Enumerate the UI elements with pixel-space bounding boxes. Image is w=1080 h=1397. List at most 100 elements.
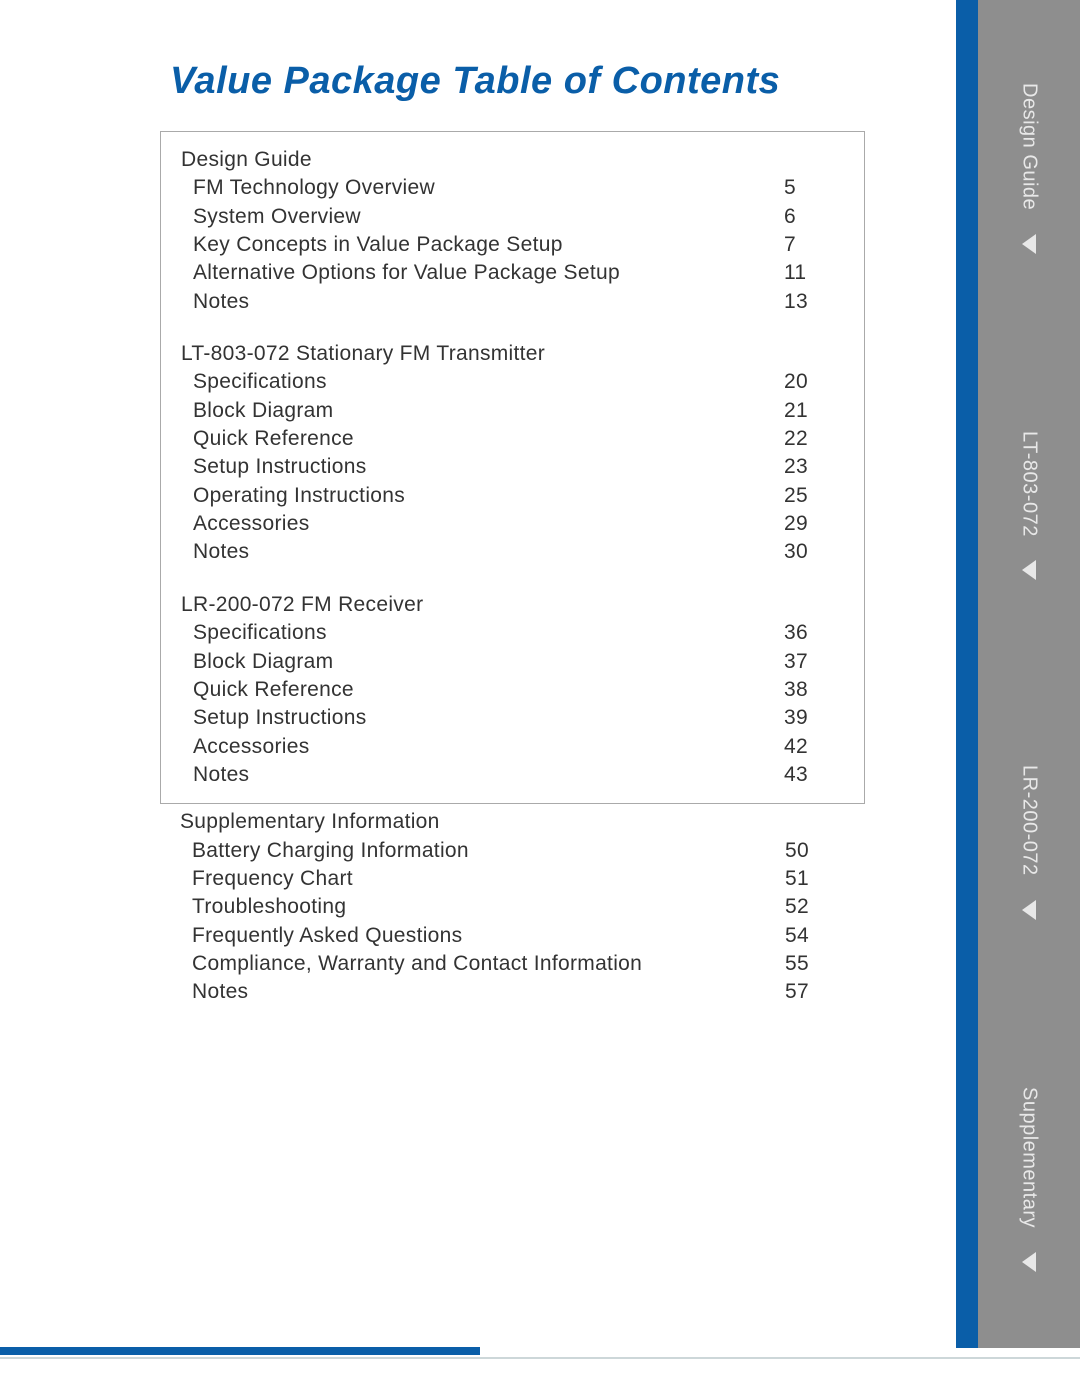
toc-item-page: 52 xyxy=(785,893,833,921)
content-area: Value Package Table of Contents Design G… xyxy=(0,0,955,1348)
toc-item-label: Quick Reference xyxy=(193,425,784,453)
toc-section-heading: Supplementary Information xyxy=(180,808,833,836)
supplementary-block: Supplementary InformationBattery Chargin… xyxy=(160,804,865,1006)
toc-item-label: Troubleshooting xyxy=(192,893,785,921)
toc-item-page: 37 xyxy=(784,648,832,676)
toc-section: LT-803-072 Stationary FM TransmitterSpec… xyxy=(181,340,832,567)
toc-row: Setup Instructions39 xyxy=(181,704,832,732)
toc-item-label: Specifications xyxy=(193,619,784,647)
toc-item-page: 55 xyxy=(785,950,833,978)
toc-item-page: 7 xyxy=(784,231,832,259)
toc-section: Design GuideFM Technology Overview5Syste… xyxy=(181,146,832,316)
side-tab-label: Design Guide xyxy=(1018,83,1041,210)
side-tab-label: LT-803-072 xyxy=(1018,431,1041,537)
toc-row: Notes43 xyxy=(181,761,832,789)
toc-row: Quick Reference38 xyxy=(181,676,832,704)
toc-item-page: 43 xyxy=(784,761,832,789)
toc-row: Frequency Chart51 xyxy=(180,865,833,893)
toc-item-page: 38 xyxy=(784,676,832,704)
toc-item-label: Frequently Asked Questions xyxy=(192,922,785,950)
toc-item-page: 42 xyxy=(784,733,832,761)
footer-accent-bar xyxy=(0,1347,480,1355)
toc-item-label: Operating Instructions xyxy=(193,482,784,510)
toc-row: Accessories29 xyxy=(181,510,832,538)
page-title: Value Package Table of Contents xyxy=(170,60,865,103)
page: Value Package Table of Contents Design G… xyxy=(0,0,1080,1397)
toc-row: Specifications20 xyxy=(181,368,832,396)
toc-row: Accessories42 xyxy=(181,733,832,761)
toc-item-page: 36 xyxy=(784,619,832,647)
toc-row: Notes30 xyxy=(181,538,832,566)
toc-row: Compliance, Warranty and Contact Informa… xyxy=(180,950,833,978)
toc-row: Setup Instructions23 xyxy=(181,453,832,481)
toc-item-label: Frequency Chart xyxy=(192,865,785,893)
toc-item-label: Battery Charging Information xyxy=(192,837,785,865)
toc-item-page: 54 xyxy=(785,922,833,950)
toc-item-page: 30 xyxy=(784,538,832,566)
toc-item-page: 23 xyxy=(784,453,832,481)
toc-row: Operating Instructions25 xyxy=(181,482,832,510)
toc-section-heading: Design Guide xyxy=(181,146,832,174)
toc-item-page: 39 xyxy=(784,704,832,732)
side-tab-label: Supplementary xyxy=(1018,1087,1041,1228)
toc-item-label: Notes xyxy=(193,538,784,566)
toc-item-page: 29 xyxy=(784,510,832,538)
toc-section-heading: LR-200-072 FM Receiver xyxy=(181,591,832,619)
toc-row: Block Diagram21 xyxy=(181,397,832,425)
toc-item-page: 13 xyxy=(784,288,832,316)
toc-item-label: Block Diagram xyxy=(193,397,784,425)
toc-item-label: Notes xyxy=(193,288,784,316)
toc-box: Design GuideFM Technology Overview5Syste… xyxy=(160,131,865,804)
toc-item-label: Setup Instructions xyxy=(193,704,784,732)
toc-row: System Overview6 xyxy=(181,203,832,231)
toc-item-page: 11 xyxy=(784,259,832,287)
side-tab-label: LR-200-072 xyxy=(1018,765,1041,876)
toc-item-label: Accessories xyxy=(193,510,784,538)
toc-item-page: 51 xyxy=(785,865,833,893)
toc-item-label: Alternative Options for Value Package Se… xyxy=(193,259,784,287)
toc-item-page: 22 xyxy=(784,425,832,453)
toc-item-label: Setup Instructions xyxy=(193,453,784,481)
toc-row: Battery Charging Information50 xyxy=(180,837,833,865)
vertical-rule xyxy=(956,0,967,1348)
arrow-left-icon xyxy=(1022,560,1036,580)
toc-item-label: System Overview xyxy=(193,203,784,231)
footer-divider xyxy=(0,1357,1080,1359)
toc-section-heading: LT-803-072 Stationary FM Transmitter xyxy=(181,340,832,368)
side-tab[interactable]: Supplementary xyxy=(967,1011,1080,1348)
toc-row: Frequently Asked Questions54 xyxy=(180,922,833,950)
toc-row: Quick Reference22 xyxy=(181,425,832,453)
toc-item-label: Specifications xyxy=(193,368,784,396)
toc-item-label: Block Diagram xyxy=(193,648,784,676)
toc-item-page: 5 xyxy=(784,174,832,202)
toc-item-page: 6 xyxy=(784,203,832,231)
toc-item-page: 21 xyxy=(784,397,832,425)
arrow-left-icon xyxy=(1022,1252,1036,1272)
toc-section: Supplementary InformationBattery Chargin… xyxy=(180,808,833,1006)
toc-item-page: 25 xyxy=(784,482,832,510)
toc-item-page: 50 xyxy=(785,837,833,865)
side-tab[interactable]: LT-803-072 xyxy=(967,337,1080,674)
toc-row: Notes57 xyxy=(180,978,833,1006)
arrow-left-icon xyxy=(1022,234,1036,254)
toc-item-label: Notes xyxy=(192,978,785,1006)
side-tab[interactable]: LR-200-072 xyxy=(967,674,1080,1011)
toc-item-label: Quick Reference xyxy=(193,676,784,704)
side-tab[interactable]: Design Guide xyxy=(967,0,1080,337)
toc-row: Key Concepts in Value Package Setup7 xyxy=(181,231,832,259)
side-tabs: Design Guide LT-803-072 LR-200-072 Suppleme… xyxy=(967,0,1080,1348)
toc-item-label: Notes xyxy=(193,761,784,789)
arrow-left-icon xyxy=(1022,900,1036,920)
toc-item-page: 20 xyxy=(784,368,832,396)
toc-row: FM Technology Overview5 xyxy=(181,174,832,202)
toc-row: Alternative Options for Value Package Se… xyxy=(181,259,832,287)
toc-item-label: Compliance, Warranty and Contact Informa… xyxy=(192,950,785,978)
toc-item-label: FM Technology Overview xyxy=(193,174,784,202)
toc-row: Specifications36 xyxy=(181,619,832,647)
toc-item-page: 57 xyxy=(785,978,833,1006)
toc-row: Notes13 xyxy=(181,288,832,316)
toc-section: LR-200-072 FM ReceiverSpecifications36Bl… xyxy=(181,591,832,789)
toc-item-label: Key Concepts in Value Package Setup xyxy=(193,231,784,259)
toc-row: Troubleshooting52 xyxy=(180,893,833,921)
toc-item-label: Accessories xyxy=(193,733,784,761)
